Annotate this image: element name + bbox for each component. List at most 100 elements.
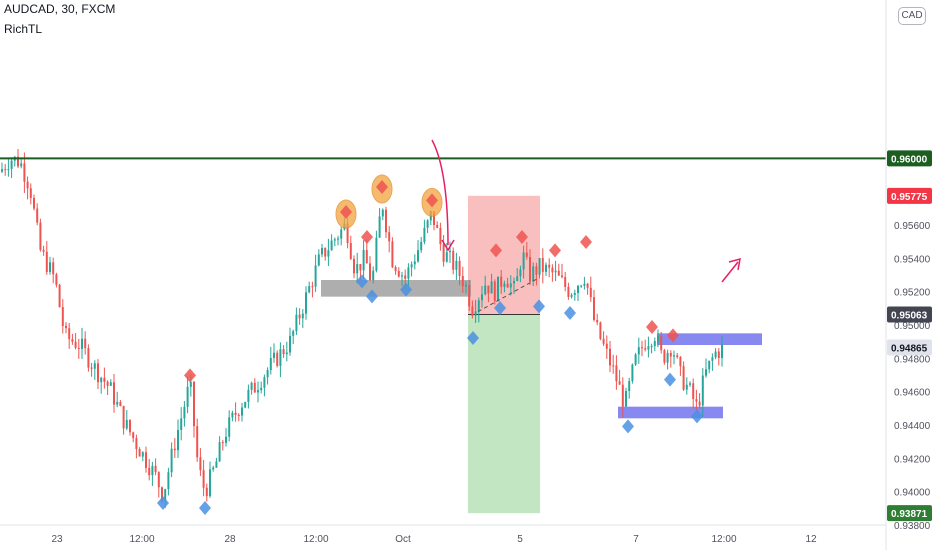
candle-body (177, 430, 179, 451)
candle-body (305, 292, 307, 314)
swing-high-marker[interactable] (580, 235, 592, 249)
candle-body (692, 383, 695, 400)
candle-body (625, 390, 627, 407)
candle-body (183, 406, 186, 419)
price-tag[interactable] (887, 505, 932, 522)
candle-body (365, 250, 368, 264)
candle-body (580, 285, 583, 287)
swing-high-marker[interactable] (646, 320, 658, 334)
trend-dashed-line (477, 277, 539, 313)
time-tick-label: Oct (395, 534, 411, 545)
candle-body (465, 285, 467, 287)
candle-body (122, 405, 125, 429)
candle-body (583, 283, 586, 286)
candle-body (689, 383, 691, 385)
swing-high-marker[interactable] (549, 243, 561, 258)
candle-body (567, 286, 570, 297)
candle-body (23, 163, 26, 182)
swing-low-marker[interactable] (467, 331, 479, 345)
swing-low-marker[interactable] (622, 419, 634, 434)
indicator-name[interactable]: RichTL (4, 22, 43, 36)
swing-high-marker[interactable] (490, 243, 502, 258)
support-zone[interactable] (618, 406, 723, 419)
swing-low-marker[interactable] (664, 372, 676, 387)
candle-body (193, 381, 195, 427)
price-tag[interactable] (887, 187, 932, 204)
candle-body (570, 295, 573, 297)
candle-body (593, 297, 595, 320)
candle-body (609, 348, 611, 366)
price-tick-label: 0.95600 (894, 221, 931, 232)
candle-body (487, 285, 490, 294)
swing-low-marker[interactable] (366, 289, 378, 304)
swing-high-marker[interactable] (376, 180, 388, 194)
candle-body (20, 163, 23, 167)
arrow-down-head (441, 239, 455, 252)
candle-body (516, 276, 519, 282)
swing-high-marker[interactable] (184, 368, 196, 383)
take-profit-zone[interactable] (468, 314, 540, 514)
swing-low-marker[interactable] (494, 301, 506, 315)
candle-body (263, 377, 266, 388)
candle-body (471, 306, 474, 316)
swing-low-marker[interactable] (564, 306, 576, 320)
price-tag[interactable] (887, 150, 932, 167)
candle-body (657, 336, 659, 342)
resistance-zone[interactable] (657, 333, 762, 345)
candle-body (42, 249, 45, 252)
swing-low-marker[interactable] (533, 299, 545, 314)
swing-high-marker[interactable] (426, 193, 438, 208)
candle-body (90, 367, 93, 369)
candle-body (589, 287, 592, 298)
swing-high-marker[interactable] (516, 230, 528, 244)
swing-low-marker[interactable] (157, 496, 169, 510)
candle-body (663, 350, 666, 363)
candle-body (436, 224, 439, 228)
candle-body (148, 467, 151, 476)
swing-low-marker[interactable] (356, 274, 368, 289)
swing-low-marker[interactable] (400, 282, 412, 297)
support-bar[interactable] (321, 280, 471, 297)
swing-low-marker[interactable] (691, 409, 703, 424)
price-tag[interactable] (887, 306, 932, 323)
candle-body (423, 227, 426, 242)
candle-body (74, 341, 77, 348)
swing-high-marker[interactable] (340, 205, 352, 219)
candle-body (605, 343, 608, 349)
time-tick-label: 12 (805, 534, 817, 545)
candle-body (333, 239, 336, 241)
candle-body (538, 258, 541, 275)
candle-body (324, 247, 327, 257)
arrow-up-annotation[interactable] (721, 261, 739, 283)
swing-high-marker[interactable] (361, 230, 373, 244)
price-tag[interactable] (887, 339, 932, 356)
candle-body (292, 331, 295, 336)
price-tag-label: 0.95063 (891, 311, 928, 322)
swing-high-marker[interactable] (667, 328, 679, 343)
stop-loss-zone[interactable] (468, 195, 540, 315)
candle-body (426, 220, 429, 228)
symbol-title: AUDCAD, 30, FXCM (4, 2, 116, 16)
candle-body (413, 261, 416, 265)
time-tick-label: 28 (224, 534, 236, 545)
swing-low-marker[interactable] (199, 501, 211, 515)
candle-body (711, 357, 714, 361)
time-tick-label: 12:00 (129, 534, 154, 545)
candle-body (602, 338, 605, 344)
candle-body (308, 286, 311, 293)
candle-body (634, 354, 637, 365)
price-tick-label: 0.94000 (894, 488, 931, 499)
candle-body (356, 264, 359, 274)
candle-body (407, 267, 410, 279)
candle-body (135, 438, 138, 449)
price-tick-label: 0.95200 (894, 288, 931, 299)
currency-badge[interactable]: CAD (898, 7, 926, 25)
candlestick-series (1, 148, 723, 508)
candle-body (314, 265, 317, 287)
candle-body (157, 472, 160, 488)
arrow-down-annotation[interactable] (431, 139, 449, 246)
candle-body (404, 275, 407, 279)
candle-body (129, 419, 131, 433)
candle-body (612, 365, 615, 367)
